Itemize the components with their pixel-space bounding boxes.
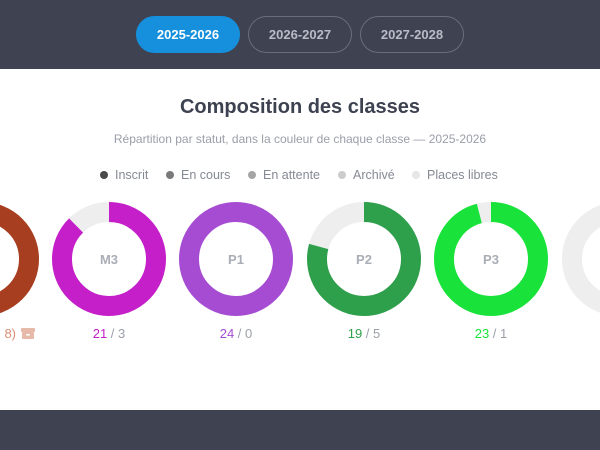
legend-item-en-cours: En cours — [166, 168, 230, 182]
class-count-enrolled: 8) — [4, 326, 16, 341]
class-count-enrolled: 24 — [219, 326, 235, 341]
donut-ring — [434, 202, 548, 316]
legend-item-inscrit: Inscrit — [100, 168, 148, 182]
donut-ring — [307, 202, 421, 316]
legend-item-archive: Archivé — [338, 168, 395, 182]
class-count-free: / 5 — [362, 326, 381, 341]
class-donut-partial-left[interactable] — [0, 200, 41, 318]
class-donut-label — [560, 200, 600, 318]
year-selector-bar: 2025-2026 2026-2027 2027-2028 — [0, 0, 600, 69]
class-donut-p2[interactable]: P2 — [305, 200, 423, 318]
donut-enrolled-arc — [0, 202, 39, 316]
year-tab-2027-2028[interactable]: 2027-2028 — [360, 16, 464, 53]
legend-item-en-attente: En attente — [248, 168, 320, 182]
legend-label: En cours — [181, 168, 231, 182]
legend-item-places-libres: Places libres — [412, 168, 498, 182]
class-donut-label: P1 — [228, 251, 244, 267]
year-tab-2026-2027[interactable]: 2026-2027 — [248, 16, 352, 53]
class-donut-label — [0, 200, 41, 318]
class-donut-p1[interactable]: P1 — [177, 200, 295, 318]
legend-dot-icon — [166, 171, 174, 179]
panel-title: Composition des classes — [179, 96, 421, 118]
archive-icon[interactable] — [20, 327, 36, 340]
class-count-p2: 19 / 5 — [305, 326, 423, 341]
class-donut-partial-right[interactable] — [560, 200, 600, 318]
legend-dot-icon — [248, 171, 256, 179]
donut-enrolled-arc — [307, 202, 421, 316]
legend-label: En attente — [263, 168, 320, 182]
class-count-free: / 1 — [489, 326, 508, 341]
donut-ring — [0, 202, 39, 316]
bottom-bar — [0, 410, 600, 450]
class-count-enrolled: 21 — [92, 326, 108, 341]
class-donut-m3[interactable]: M3 — [50, 200, 168, 318]
class-donut-label: P3 — [483, 251, 499, 267]
legend-dot-icon — [100, 171, 108, 179]
class-count-free: / 0 — [234, 326, 253, 341]
classes-composition-panel: Composition des classes Répartition par … — [0, 69, 600, 410]
legend-dot-icon — [412, 171, 420, 179]
class-donut-label: M3 — [99, 251, 119, 267]
class-count-free: / 3 — [107, 326, 126, 341]
legend-label: Places libres — [427, 168, 498, 182]
donut-enrolled-arc — [52, 202, 166, 316]
class-donut-p3[interactable]: P3 — [432, 200, 550, 318]
class-donut-label: P2 — [356, 251, 372, 267]
class-count-p3: 23 / 1 — [432, 326, 550, 341]
donut-ring — [179, 202, 293, 316]
class-count-p1: 24 / 0 — [177, 326, 295, 341]
donut-enrolled-arc — [434, 202, 548, 316]
donut-enrolled-arc — [179, 202, 293, 316]
year-tab-2025-2026[interactable]: 2025-2026 — [136, 16, 240, 53]
legend-label: Inscrit — [115, 168, 149, 182]
class-count-enrolled: 19 — [347, 326, 363, 341]
legend: Inscrit En cours En attente Archivé Plac… — [0, 168, 600, 182]
legend-dot-icon — [338, 171, 346, 179]
class-count-partial-left: 8) — [0, 326, 36, 341]
class-count-m3: 21 / 3 — [50, 326, 168, 341]
class-count-enrolled: 23 — [474, 326, 490, 341]
legend-label: Archivé — [353, 168, 395, 182]
panel-subtitle: Répartition par statut, dans la couleur … — [113, 132, 487, 146]
donut-ring — [562, 202, 600, 316]
donut-ring — [52, 202, 166, 316]
donut-free-places-arc — [562, 205, 600, 313]
